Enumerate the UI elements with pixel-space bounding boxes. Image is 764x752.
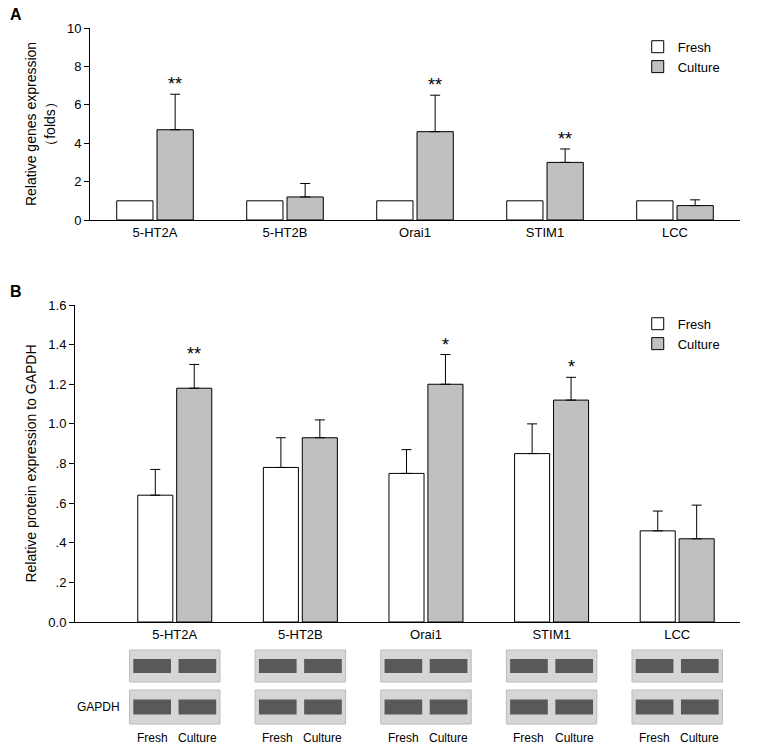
svg-text:*: * [568,357,575,377]
svg-text:10: 10 [67,21,81,36]
svg-text:**: ** [428,75,442,95]
svg-text:.8: .8 [56,456,67,471]
svg-text:Culture: Culture [678,60,720,75]
svg-text:1.0: 1.0 [48,416,66,431]
svg-text:Culture: Culture [678,337,720,352]
svg-text:*: * [442,335,449,355]
svg-text:LCC: LCC [664,627,690,642]
svg-text:Fresh: Fresh [388,731,419,745]
svg-text:.6: .6 [56,496,67,511]
svg-text:.2: .2 [56,575,67,590]
svg-text:1.2: 1.2 [48,377,66,392]
svg-text:Orai1: Orai1 [399,225,431,240]
svg-text:5-HT2A: 5-HT2A [152,627,197,642]
svg-text:.4: .4 [56,535,67,550]
svg-text:**: ** [168,74,182,94]
svg-text:Culture: Culture [429,731,468,745]
svg-text:STIM1: STIM1 [526,225,564,240]
svg-text:**: ** [187,344,201,364]
svg-text:**: ** [558,129,572,149]
svg-text:Fresh: Fresh [513,731,544,745]
svg-text:2: 2 [74,174,81,189]
svg-text:Relative genes expression（fold: Relative genes expression（folds） [23,42,57,206]
svg-text:A: A [10,6,22,23]
svg-text:8: 8 [74,59,81,74]
svg-text:B: B [10,283,22,300]
svg-text:5-HT2B: 5-HT2B [263,225,308,240]
svg-text:6: 6 [74,97,81,112]
svg-text:Fresh: Fresh [262,731,293,745]
svg-text:5-HT2A: 5-HT2A [133,225,178,240]
svg-text:Relative protein expression to: Relative protein expression to GAPDH [23,344,39,582]
svg-text:Fresh: Fresh [678,317,711,332]
svg-text:Culture: Culture [555,731,594,745]
svg-text:Culture: Culture [680,731,719,745]
svg-text:Fresh: Fresh [639,731,670,745]
svg-text:LCC: LCC [662,225,688,240]
svg-text:Culture: Culture [178,731,217,745]
svg-text:4: 4 [74,136,81,151]
svg-text:Fresh: Fresh [137,731,168,745]
svg-text:Orai1: Orai1 [410,627,442,642]
svg-text:Culture: Culture [303,731,342,745]
svg-text:5-HT2B: 5-HT2B [278,627,323,642]
svg-text:GAPDH: GAPDH [77,700,120,714]
svg-text:STIM1: STIM1 [532,627,570,642]
svg-text:0.0: 0.0 [48,615,66,630]
svg-text:Fresh: Fresh [678,40,711,55]
svg-text:1.6: 1.6 [48,298,66,313]
svg-text:0: 0 [74,213,81,228]
svg-text:1.4: 1.4 [48,337,66,352]
